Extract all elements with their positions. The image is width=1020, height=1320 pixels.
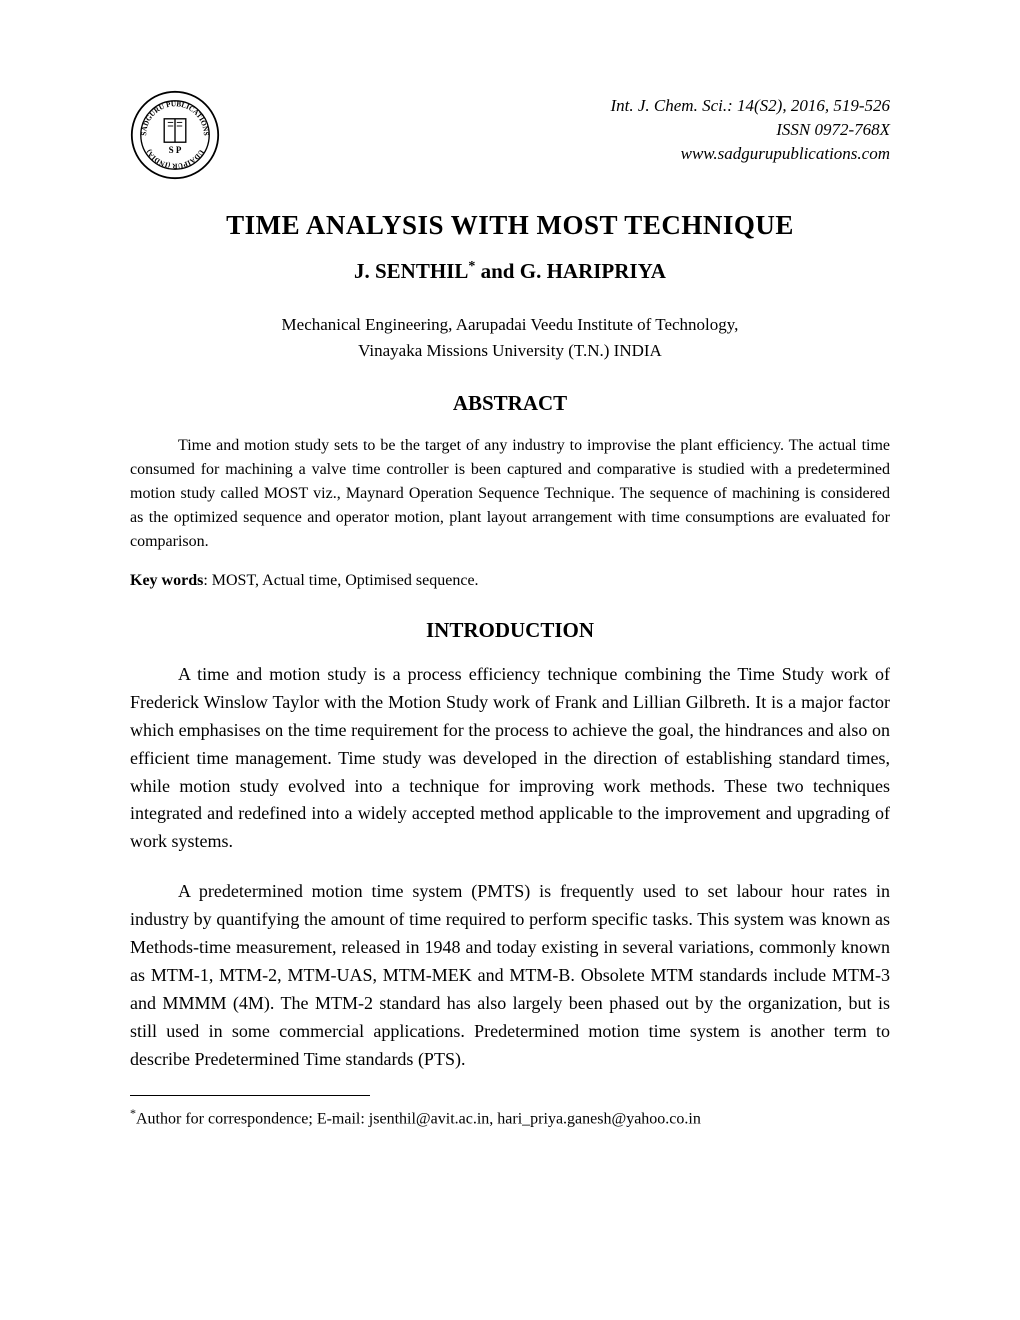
keywords: Key words: MOST, Actual time, Optimised … xyxy=(130,572,890,590)
paper-affiliation: Mechanical Engineering, Aarupadai Veedu … xyxy=(130,312,890,363)
journal-info: Int. J. Chem. Sci.: 14(S2), 2016, 519-52… xyxy=(610,90,890,165)
footnote-rule xyxy=(130,1095,370,1096)
svg-text:S P: S P xyxy=(169,145,182,155)
intro-para-2: A predetermined motion time system (PMTS… xyxy=(130,878,890,1073)
keywords-text: : MOST, Actual time, Optimised sequence. xyxy=(203,572,478,589)
abstract-text: Time and motion study sets to be the tar… xyxy=(130,434,890,554)
journal-citation: Int. J. Chem. Sci.: 14(S2), 2016, 519-52… xyxy=(610,94,890,118)
abstract-heading: ABSTRACT xyxy=(130,391,890,416)
footnote: *Author for correspondence; E-mail: jsen… xyxy=(130,1106,890,1128)
affiliation-line1: Mechanical Engineering, Aarupadai Veedu … xyxy=(130,312,890,338)
journal-issn: ISSN 0972-768X xyxy=(610,118,890,142)
journal-website: www.sadgurupublications.com xyxy=(610,142,890,166)
keywords-label: Key words xyxy=(130,572,203,589)
paper-authors: J. SENTHIL* and G. HARIPRIYA xyxy=(130,259,890,284)
publisher-logo: SADGURU PUBLICATIONS UDAIPUR (INDIA) S P xyxy=(130,90,220,180)
affiliation-line2: Vinayaka Missions University (T.N.) INDI… xyxy=(130,338,890,364)
paper-title: TIME ANALYSIS WITH MOST TECHNIQUE xyxy=(130,210,890,241)
introduction-heading: INTRODUCTION xyxy=(130,618,890,643)
intro-para-1: A time and motion study is a process eff… xyxy=(130,661,890,856)
